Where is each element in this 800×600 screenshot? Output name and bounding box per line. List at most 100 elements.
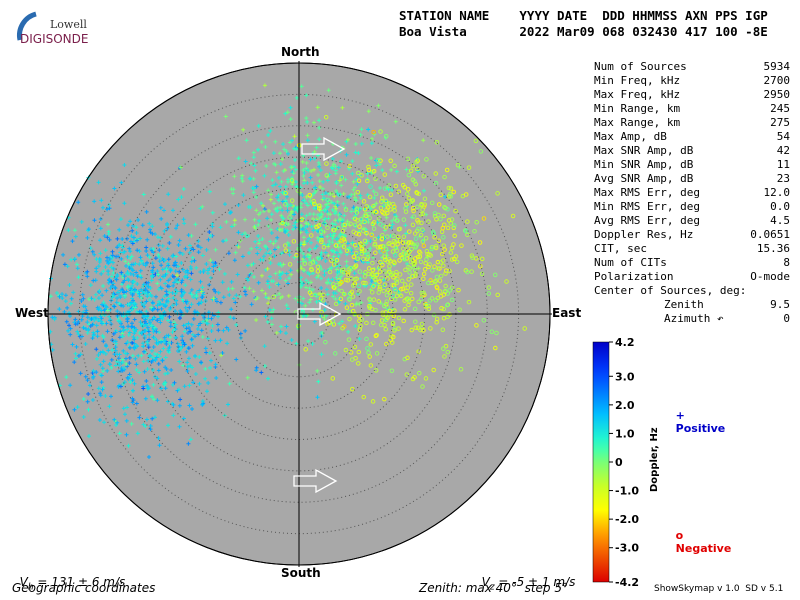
stat-value: 245: [770, 102, 790, 115]
data-point-positive: [322, 307, 327, 312]
data-point-positive: [214, 376, 219, 381]
data-point-positive: [189, 259, 194, 264]
data-point-positive: [132, 301, 137, 306]
data-point-negative: [308, 233, 314, 238]
data-point-positive: [141, 261, 146, 266]
data-point-positive: [142, 328, 147, 333]
data-point-positive: [350, 159, 355, 164]
data-point-positive: [286, 243, 291, 248]
data-point-positive: [96, 296, 101, 301]
data-point-negative: [427, 262, 432, 267]
data-point-positive: [315, 105, 320, 110]
data-point-positive: [163, 380, 168, 385]
data-point-positive: [268, 227, 273, 232]
data-point-positive: [221, 239, 226, 244]
stat-value: O-mode: [750, 270, 790, 283]
data-point-positive: [128, 374, 133, 379]
data-point-positive: [100, 366, 105, 371]
data-point-positive: [130, 228, 135, 233]
data-point-positive: [85, 235, 90, 240]
data-point-positive: [96, 264, 101, 269]
data-point-positive: [265, 246, 270, 251]
data-point-positive: [174, 302, 179, 307]
data-point-positive: [384, 215, 389, 220]
data-point-positive: [326, 277, 331, 282]
data-point-positive: [203, 366, 208, 371]
data-point-positive: [331, 294, 336, 299]
data-point-positive: [189, 322, 194, 327]
data-point-negative: [415, 325, 421, 331]
data-point-positive: [187, 250, 192, 255]
data-point-positive: [226, 286, 231, 291]
data-point-positive: [126, 261, 131, 266]
data-point-negative: [377, 279, 382, 284]
data-point-negative: [454, 259, 460, 265]
data-point-positive: [87, 297, 92, 302]
data-point-negative: [359, 246, 365, 252]
data-point-positive: [210, 260, 215, 265]
center-zenith-label: Zenith: [664, 298, 704, 311]
data-point-positive: [211, 296, 216, 301]
data-point-positive: [312, 206, 317, 211]
stat-value: 5934: [763, 60, 791, 73]
data-point-negative: [377, 265, 382, 270]
data-point-positive: [313, 185, 318, 190]
data-point-negative: [378, 249, 383, 254]
data-point-positive: [252, 163, 257, 168]
data-point-negative: [406, 277, 411, 282]
data-point-negative: [430, 229, 436, 235]
data-point-positive: [109, 274, 114, 279]
data-point-positive: [198, 321, 203, 326]
data-point-negative: [393, 245, 399, 251]
data-point-positive: [330, 240, 335, 245]
data-point-positive: [68, 301, 73, 306]
data-point-positive: [120, 334, 125, 339]
data-point-positive: [204, 350, 209, 355]
data-point-positive: [322, 272, 327, 277]
data-point-negative: [388, 207, 393, 212]
data-point-positive: [156, 272, 161, 277]
data-point-negative: [441, 235, 446, 240]
data-point-positive: [300, 193, 305, 198]
data-point-negative: [436, 202, 442, 207]
data-point-negative: [365, 255, 371, 260]
data-point-negative: [446, 185, 452, 191]
data-point-negative: [383, 225, 388, 230]
data-point-positive: [286, 222, 291, 227]
data-point-positive: [259, 201, 264, 206]
data-point-positive: [112, 417, 117, 422]
data-point-negative: [402, 282, 408, 287]
data-point-positive: [150, 231, 155, 236]
data-point-positive: [351, 205, 356, 210]
data-point-negative: [479, 256, 485, 262]
data-point-positive: [162, 258, 167, 263]
data-point-negative: [371, 220, 377, 225]
data-point-negative: [421, 328, 426, 333]
data-point-positive: [118, 368, 123, 373]
data-point-positive: [253, 239, 258, 244]
data-point-positive: [153, 256, 158, 261]
data-point-positive: [129, 234, 134, 239]
data-point-negative: [368, 342, 374, 347]
stat-label: CIT, sec: [594, 242, 647, 255]
data-point-positive: [330, 221, 335, 226]
data-point-negative: [414, 242, 420, 247]
data-point-negative: [331, 285, 337, 290]
data-point-positive: [160, 316, 165, 321]
data-point-positive: [307, 300, 312, 305]
data-point-positive: [293, 296, 298, 301]
data-point-negative: [409, 282, 414, 287]
data-point-positive: [72, 320, 77, 325]
data-point-positive: [173, 291, 178, 296]
data-point-positive: [286, 306, 291, 311]
colorbar-tick-label: 3.0: [615, 370, 635, 383]
data-point-positive: [190, 255, 195, 260]
data-point-positive: [163, 302, 168, 307]
data-point-negative: [453, 254, 459, 259]
data-point-positive: [246, 234, 251, 239]
data-point-positive: [276, 245, 281, 250]
data-point-negative: [435, 259, 441, 265]
data-point-negative: [314, 224, 319, 230]
data-point-positive: [269, 316, 274, 321]
data-point-positive: [343, 234, 348, 239]
